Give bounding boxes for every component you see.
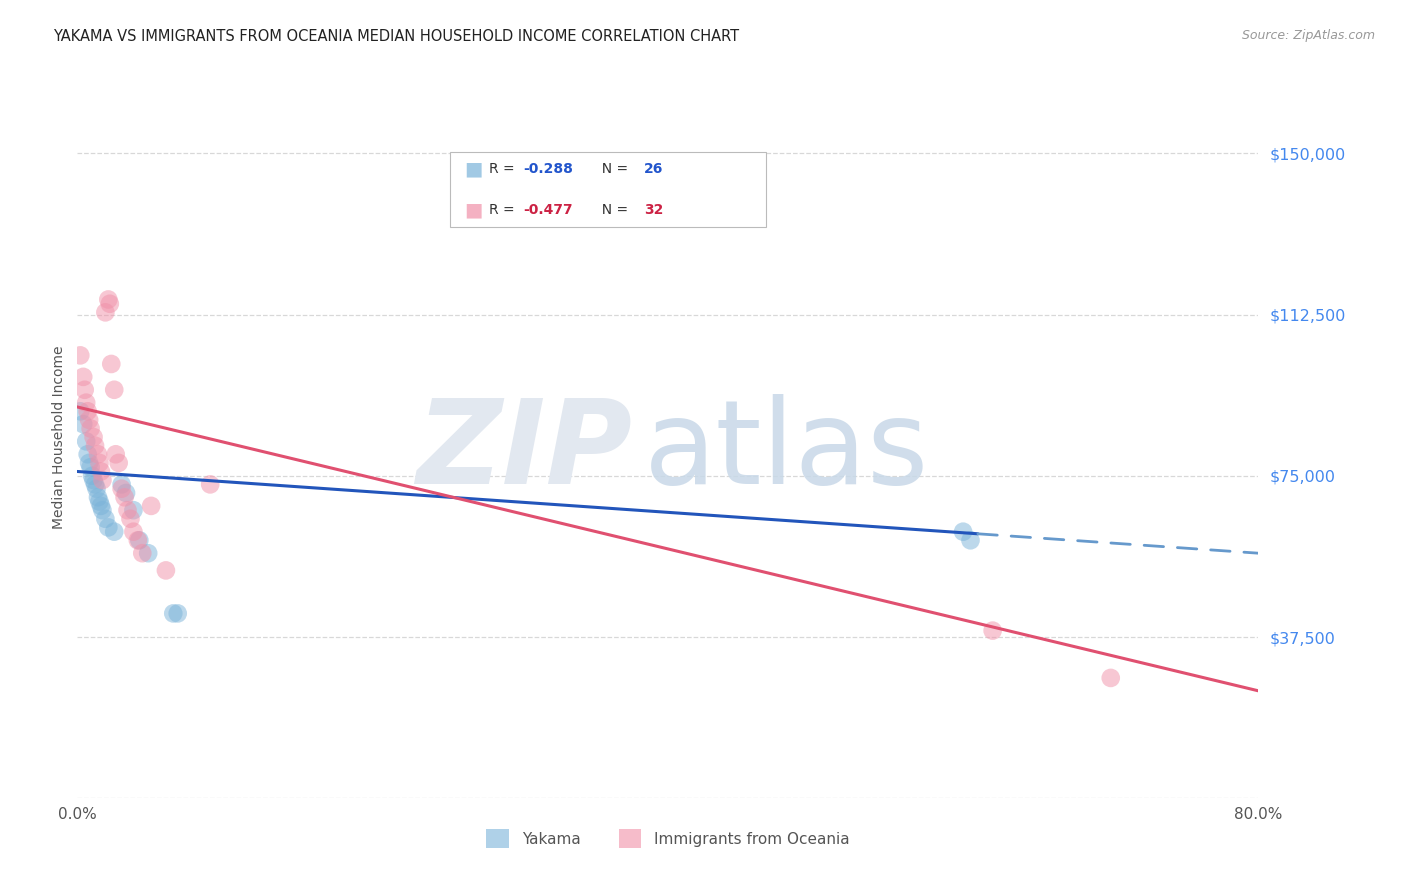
Text: R =: R = <box>489 161 519 176</box>
Point <box>86 482 108 496</box>
Point <box>104 447 127 461</box>
Text: -0.477: -0.477 <box>523 203 572 218</box>
Point <box>87 447 110 461</box>
Point <box>89 456 111 470</box>
Point <box>76 404 98 418</box>
Legend: Yakama, Immigrants from Oceania: Yakama, Immigrants from Oceania <box>479 822 856 855</box>
Text: atlas: atlas <box>644 394 929 509</box>
Point <box>166 607 188 621</box>
Text: ■: ■ <box>464 201 482 220</box>
Point <box>122 503 145 517</box>
Point <box>72 369 94 384</box>
Point <box>117 503 139 517</box>
Point <box>91 503 114 517</box>
Text: ZIP: ZIP <box>416 394 633 509</box>
Point <box>111 477 132 491</box>
Text: YAKAMA VS IMMIGRANTS FROM OCEANIA MEDIAN HOUSEHOLD INCOME CORRELATION CHART: YAKAMA VS IMMIGRANTS FROM OCEANIA MEDIAN… <box>53 29 740 44</box>
Point <box>79 460 101 475</box>
Text: 32: 32 <box>644 203 664 218</box>
Point <box>103 524 125 539</box>
Point <box>87 491 110 505</box>
Text: 26: 26 <box>644 161 664 176</box>
Point <box>120 512 142 526</box>
Point <box>84 477 107 491</box>
Point <box>122 524 145 539</box>
Text: N =: N = <box>593 161 633 176</box>
Y-axis label: Median Household Income: Median Household Income <box>52 345 66 529</box>
Point <box>107 456 129 470</box>
Point <box>73 383 96 397</box>
Point <box>83 473 105 487</box>
Point <box>98 297 121 311</box>
Point <box>75 395 97 409</box>
Text: ■: ■ <box>464 159 482 178</box>
Point <box>131 546 153 560</box>
Point <box>94 512 117 526</box>
Text: Source: ZipAtlas.com: Source: ZipAtlas.com <box>1241 29 1375 42</box>
Point <box>72 417 94 432</box>
Point <box>90 465 112 479</box>
Point <box>103 383 125 397</box>
Point <box>94 305 117 319</box>
Point <box>155 563 177 577</box>
Point <box>162 607 184 621</box>
Point <box>77 413 100 427</box>
Point <box>114 491 136 505</box>
Point <box>69 404 91 418</box>
Point <box>141 499 163 513</box>
Point <box>981 624 1004 638</box>
Point <box>76 447 98 461</box>
Point <box>111 482 132 496</box>
Text: N =: N = <box>593 203 633 218</box>
Point <box>75 434 97 449</box>
Point <box>89 494 111 508</box>
Point <box>1099 671 1122 685</box>
Text: -0.288: -0.288 <box>523 161 572 176</box>
Point <box>77 456 100 470</box>
Point <box>959 533 981 548</box>
Point <box>100 357 122 371</box>
Point <box>200 477 222 491</box>
Point <box>136 546 159 560</box>
Point <box>82 468 104 483</box>
Point <box>69 348 91 362</box>
Text: R =: R = <box>489 203 519 218</box>
Point <box>97 520 120 534</box>
Point <box>79 421 101 435</box>
Point <box>128 533 150 548</box>
Point <box>127 533 149 548</box>
Point <box>952 524 974 539</box>
Point <box>90 499 112 513</box>
Point <box>97 293 120 307</box>
Point <box>91 473 114 487</box>
Point <box>115 486 138 500</box>
Point <box>83 430 105 444</box>
Point <box>84 439 107 453</box>
